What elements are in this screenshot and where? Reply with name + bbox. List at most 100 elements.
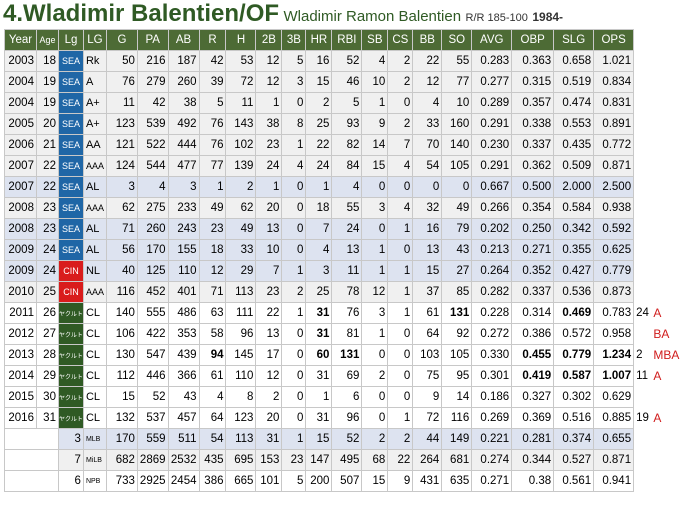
stat: 49 [198, 197, 227, 219]
stat: 452 [136, 281, 169, 303]
season-row: 2007 22 SEA AL 3 4 3 1 2 1 0 1 4 0 0 0 0 0.667 0.500 2.000 2… [4, 176, 684, 198]
stat: 143 [225, 113, 257, 135]
stat: 103 [412, 344, 443, 366]
stat: 200 [305, 470, 333, 492]
season-row: 2003 18 SEA Rk 50 216 187 42 53 12 5 16 52 4 2 22 55 0.28… [4, 50, 684, 72]
stat: 124 [105, 155, 138, 177]
stat: 49 [225, 218, 257, 240]
stat: 0.592 [593, 218, 635, 240]
stat: 23 [198, 218, 227, 240]
stat: 64 [198, 407, 227, 429]
stat: 0 [387, 92, 414, 114]
season-row: 2015 30 ヤクルト CL 15 52 43 4 8 2 0 1 6 0 0 9 14 0.186 0.327 0… [4, 386, 684, 408]
stat: 1.007 [593, 365, 635, 387]
stat: 55 [441, 50, 473, 72]
stat: 22 [255, 302, 283, 324]
stat: 20 [255, 197, 283, 219]
league: CL [82, 302, 107, 324]
stat: 439 [167, 344, 200, 366]
stat: 0.369 [511, 407, 555, 429]
year: 2007 [4, 155, 37, 177]
level: MLB [82, 428, 107, 450]
stat: 0.271 [471, 470, 513, 492]
stat: 145 [225, 344, 257, 366]
stat: 105 [441, 155, 473, 177]
stat: 0 [361, 386, 389, 408]
stat: 8 [225, 386, 257, 408]
stat: 62 [105, 197, 138, 219]
stat: 446 [136, 365, 169, 387]
team: CIN [57, 281, 84, 303]
stat: 9 [412, 386, 443, 408]
stat: 0.885 [593, 407, 635, 429]
column-header: Age [35, 29, 59, 51]
league: AAA [82, 155, 107, 177]
stat: 12 [198, 260, 227, 282]
stat: 1 [281, 260, 307, 282]
stat: 77 [441, 71, 473, 93]
stat: 61 [198, 365, 227, 387]
table-body: 2003 18 SEA Rk 50 216 187 42 53 12 5 16 52 4 2 22 55 0.28… [4, 50, 684, 492]
stat: 102 [225, 134, 257, 156]
stat: 0.283 [471, 50, 513, 72]
stat: 8 [281, 113, 307, 135]
stat: 6 [331, 386, 363, 408]
stat: 60 [305, 344, 333, 366]
rank [633, 176, 652, 198]
blank [651, 470, 684, 492]
stat: 0.315 [511, 71, 555, 93]
column-header: PA [136, 29, 169, 51]
league: A+ [82, 92, 107, 114]
league: Rk [82, 50, 107, 72]
stat: 71 [105, 218, 138, 240]
stat: 12 [255, 71, 283, 93]
stat: 0 [387, 176, 414, 198]
stat: 1 [387, 218, 414, 240]
blank [4, 470, 59, 492]
year: 2010 [4, 281, 37, 303]
stat: 96 [225, 323, 257, 345]
stat: 0.536 [553, 281, 595, 303]
stat: 31 [305, 302, 333, 324]
column-header: 3B [281, 29, 307, 51]
stat: 3 [281, 71, 307, 93]
stat: 25 [305, 113, 333, 135]
stat: 56 [105, 239, 138, 261]
stat: 14 [441, 386, 473, 408]
season-row: 2013 28 ヤクルト CL 130 547 439 94 145 17 0 60 131 0 0 103 1… [4, 344, 684, 366]
stat: 1 [281, 428, 307, 450]
stat: 160 [441, 113, 473, 135]
stat: 0 [281, 197, 307, 219]
team: ヤクルト [57, 365, 84, 387]
stat: 0.344 [511, 449, 555, 471]
stat: 55 [331, 197, 363, 219]
stat: 1 [198, 176, 227, 198]
stat: 23 [255, 281, 283, 303]
team: SEA [57, 176, 84, 198]
award [651, 134, 684, 156]
stat: 112 [105, 365, 138, 387]
stat: 1 [281, 134, 307, 156]
team: SEA [57, 218, 84, 240]
stat: 1 [305, 386, 333, 408]
stat: 2 [361, 365, 389, 387]
stat: 0.327 [511, 386, 555, 408]
stat: 0 [361, 176, 389, 198]
stat: 0.871 [593, 449, 635, 471]
stat: 76 [331, 302, 363, 324]
league: CL [82, 386, 107, 408]
stat: 0.783 [593, 302, 635, 324]
column-header: SB [361, 29, 389, 51]
stat: 0.352 [511, 260, 555, 282]
team: SEA [57, 239, 84, 261]
stat: 72 [225, 71, 257, 93]
stat: 2 [387, 428, 414, 450]
age: 24 [35, 260, 59, 282]
stat: 125 [136, 260, 169, 282]
stat: 0.301 [471, 365, 513, 387]
league: AL [82, 176, 107, 198]
stat: 1 [387, 407, 414, 429]
stat: 0.221 [471, 428, 513, 450]
stat: 22 [305, 134, 333, 156]
stat: 0.337 [511, 134, 555, 156]
